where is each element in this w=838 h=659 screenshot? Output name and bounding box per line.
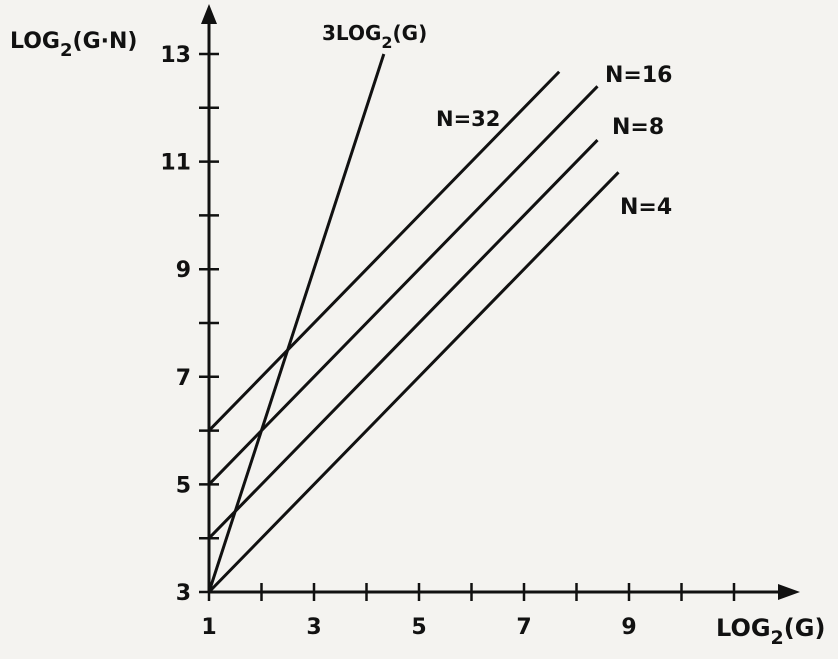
y-tick-label: 13 — [160, 43, 191, 68]
series-label-2: N=16 — [605, 63, 672, 88]
y-tick-label: 7 — [176, 366, 191, 391]
x-tick-label: 3 — [306, 615, 321, 640]
series-label-4: N=4 — [620, 195, 672, 220]
y-tick-label: 3 — [176, 581, 191, 606]
x-tick-label: 1 — [201, 615, 216, 640]
y-tick-label: 5 — [176, 473, 191, 498]
x-tick-label: 9 — [621, 615, 636, 640]
x-tick-label: 5 — [411, 615, 426, 640]
x-axis-title: LOG2(G) — [716, 614, 825, 649]
series-line-3 — [207, 139, 599, 540]
x-axis-arrow-icon — [778, 584, 800, 600]
x-tick-label: 7 — [516, 615, 531, 640]
series-line-4 — [207, 171, 620, 594]
y-tick-label: 11 — [160, 151, 191, 176]
series-label-0: 3LOG2(G) — [322, 21, 427, 52]
series-line-0 — [207, 53, 386, 593]
y-axis-arrow-icon — [201, 4, 217, 24]
series-label-3: N=8 — [612, 115, 664, 140]
series-line-1 — [207, 70, 561, 432]
y-tick-label: 9 — [176, 258, 191, 283]
series-label-1: N=32 — [436, 107, 500, 131]
y-axis-title: LOG2(G·N) — [10, 29, 137, 61]
series-line-2 — [207, 85, 599, 486]
